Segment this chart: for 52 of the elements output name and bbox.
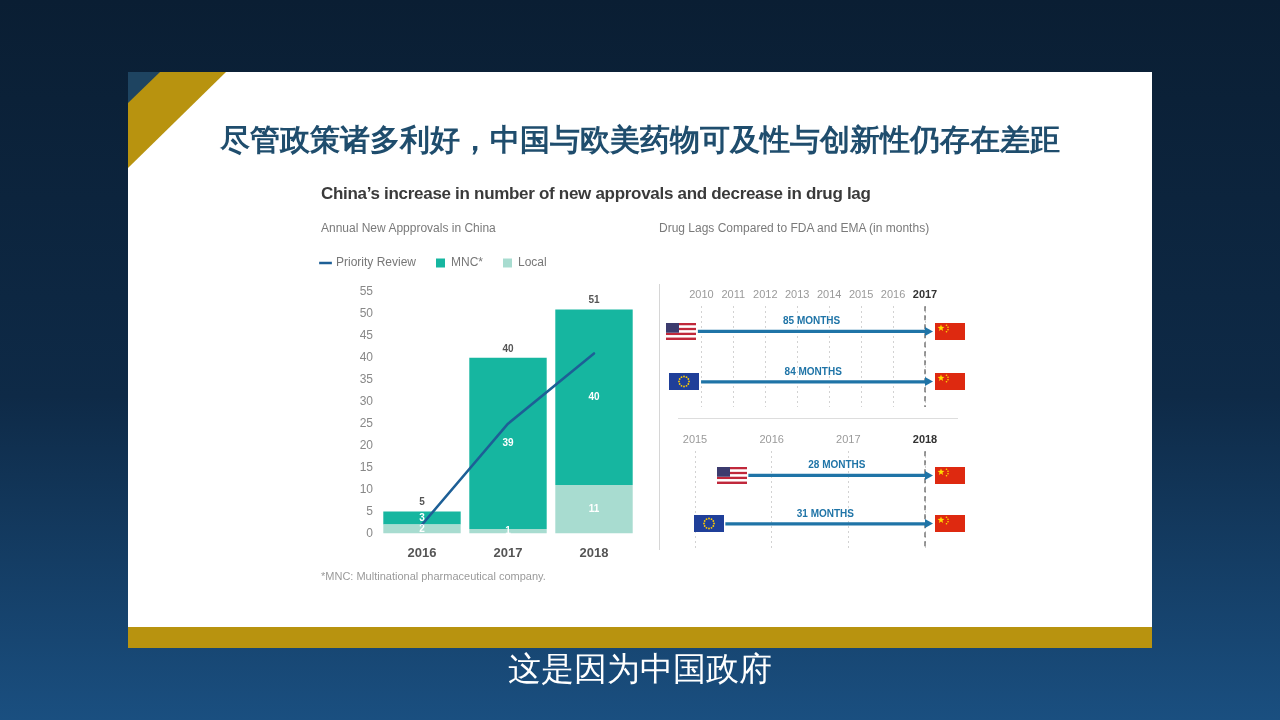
annotation: 31 MONTHS xyxy=(796,507,855,519)
annotation: 84 MONTHS xyxy=(784,365,843,377)
annotation: 28 MONTHS xyxy=(808,459,866,471)
y-tick-label: 5 xyxy=(366,503,374,518)
legend-label: MNC* xyxy=(451,255,484,270)
text: 这是因为中国政府 xyxy=(507,649,773,689)
bar xyxy=(555,485,633,534)
y-tick-label: 40 xyxy=(359,350,374,365)
data-label: 1 xyxy=(505,524,512,536)
chart-subtitle: Annual New Appprovals in China xyxy=(321,221,496,235)
x-tick-label: 2017 xyxy=(912,287,938,300)
x-tick-label: 2011 xyxy=(721,287,746,300)
x-tick-label: 2015 xyxy=(848,287,874,300)
x-tick-label: 2017 xyxy=(493,544,523,560)
total-label: 51 xyxy=(588,294,600,306)
bar xyxy=(383,511,461,525)
y-tick-label: 50 xyxy=(359,306,374,321)
x-tick-label: 2013 xyxy=(784,287,810,300)
chart-title: China’s increase in number of new approvals and decrease in drug lag xyxy=(321,184,871,204)
y-tick-label: 45 xyxy=(359,328,374,343)
y-tick-label: 0 xyxy=(366,525,374,540)
x-tick-label: 2016 xyxy=(759,432,784,445)
y-tick-label: 30 xyxy=(359,394,374,409)
x-tick-label: 2014 xyxy=(816,287,842,300)
total-label: 40 xyxy=(502,342,514,354)
x-tick-label: 2015 xyxy=(682,432,708,445)
x-tick-label: 2018 xyxy=(912,432,938,445)
x-tick-label: 2018 xyxy=(579,544,609,560)
y-tick-label: 55 xyxy=(359,284,374,299)
bar xyxy=(555,309,633,486)
legend-label: Priority Review xyxy=(336,255,417,270)
data-label: 3 xyxy=(419,511,426,523)
text: 尽管政策诸多利好，中国与欧美药物可及性与创新性仍存在差距 xyxy=(219,122,1061,158)
y-tick-label: 20 xyxy=(359,437,374,452)
legend-label: Local xyxy=(518,255,547,270)
data-label: 39 xyxy=(502,437,514,449)
x-tick-label: 2010 xyxy=(689,287,714,300)
x-tick-label: 2016 xyxy=(880,287,906,300)
x-tick-label: 2012 xyxy=(753,287,778,300)
y-tick-label: 35 xyxy=(359,372,374,387)
text: *MNC: Multinational pharmaceutical company. xyxy=(321,570,546,583)
y-tick-label: 10 xyxy=(359,481,374,496)
data-label: 40 xyxy=(588,391,600,403)
annotation: 85 MONTHS xyxy=(782,315,841,327)
y-tick-label: 25 xyxy=(359,415,374,430)
data-label: 2 xyxy=(419,522,426,534)
total-label: 5 xyxy=(419,496,426,508)
y-tick-label: 15 xyxy=(359,459,374,474)
x-tick-label: 2016 xyxy=(407,544,437,560)
chart-title: Drug Lags Compared to FDA and EMA (in months) xyxy=(659,221,930,235)
x-tick-label: 2017 xyxy=(836,432,861,445)
data-label: 11 xyxy=(588,503,600,515)
